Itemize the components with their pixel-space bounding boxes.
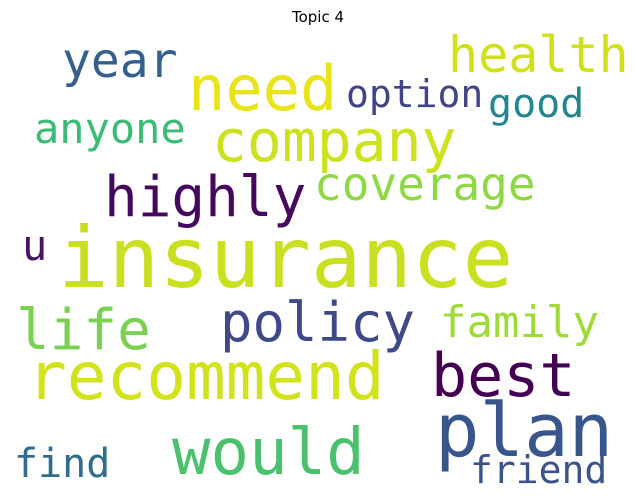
word-find: find bbox=[14, 441, 110, 487]
word-anyone: anyone bbox=[34, 104, 186, 153]
word-need: need bbox=[188, 52, 337, 125]
word-would: would bbox=[172, 416, 365, 490]
word-highly: highly bbox=[104, 165, 306, 230]
word-health: health bbox=[448, 26, 629, 84]
word-company: company bbox=[212, 107, 456, 175]
word-u: u bbox=[22, 221, 47, 270]
word-plan: plan bbox=[435, 388, 613, 474]
chart-title: Topic 4 bbox=[291, 8, 345, 26]
word-insurance: insurance bbox=[58, 209, 513, 307]
word-family: family bbox=[440, 297, 599, 348]
word-year: year bbox=[62, 33, 178, 89]
word-friend: friend bbox=[470, 448, 607, 492]
word-best: best bbox=[431, 341, 576, 411]
word-option: option bbox=[346, 72, 483, 116]
word-good: good bbox=[488, 81, 584, 127]
word-life: life bbox=[16, 298, 151, 363]
word-coverage: coverage bbox=[314, 157, 536, 211]
word-policy: policy bbox=[220, 291, 415, 354]
word-recommend: recommend bbox=[27, 338, 385, 415]
